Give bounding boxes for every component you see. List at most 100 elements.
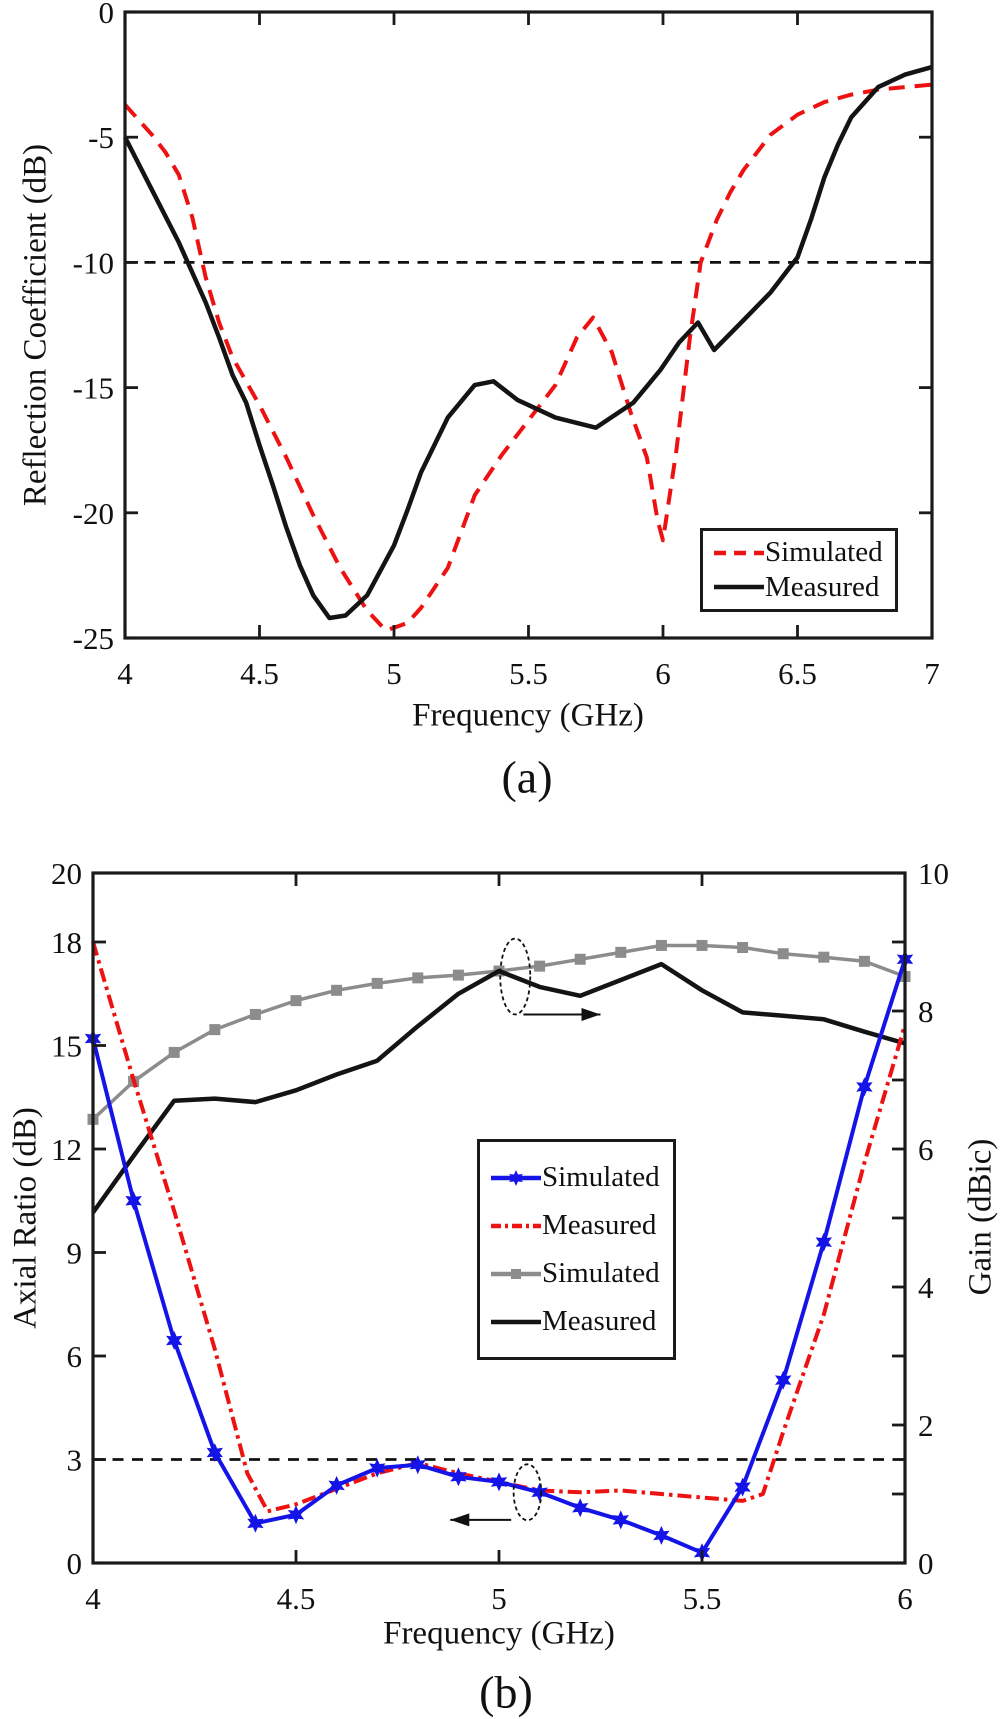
x-tick-label: 5.5 (683, 1581, 722, 1616)
simulated-axial-ratio-star-marker (612, 1510, 629, 1530)
simulated-axial-ratio-star-marker (125, 1191, 142, 1211)
simulated-gain-square-marker (371, 977, 383, 989)
x-tick-label: 5.5 (509, 656, 548, 691)
callout-arrow-head (450, 1513, 470, 1527)
legend-line-sample (491, 1223, 541, 1228)
legend-axial-ratio-gain: Simulated Measured Simulated Measured (477, 1139, 676, 1360)
y-tick-label: 12 (51, 1132, 82, 1167)
y-tick-label: 15 (51, 1029, 82, 1064)
legend-line-sample (491, 1268, 541, 1279)
legend-label: Simulated (542, 1161, 660, 1193)
legend-entry: Measured (490, 1211, 667, 1240)
y-tick-label: -15 (73, 371, 114, 406)
simulated-axial-ratio-star-marker (653, 1525, 670, 1545)
simulated-axial-ratio-star-marker (531, 1482, 548, 1502)
simulated-axial-ratio-star-marker (166, 1331, 183, 1350)
simulated-gain-square-marker (777, 948, 789, 960)
simulated-axial-ratio-star-marker (490, 1472, 508, 1492)
simulated-axial-ratio-star-marker (247, 1513, 264, 1533)
y-tick-label: -5 (88, 120, 114, 155)
simulated-gain-square-marker (696, 939, 708, 951)
legend-line-sample (491, 1319, 541, 1324)
callout-arrow-head (581, 1007, 601, 1021)
right-y-tick-label: 0 (918, 1546, 934, 1581)
y-tick-label: 0 (99, 0, 115, 30)
simulated-axial-ratio-star-marker (287, 1505, 305, 1525)
panel-b-label: (b) (479, 1666, 533, 1718)
simulated-axial-ratio-star-marker (734, 1477, 751, 1497)
simulated-reflection-curve (123, 82, 933, 633)
legend-line-sample (714, 550, 764, 556)
simulated-gain-square-marker (331, 984, 343, 996)
simulated-gain-square-marker (249, 1008, 261, 1020)
callout-ellipse (499, 937, 532, 1016)
simulated-axial-ratio-star-marker (206, 1443, 223, 1463)
legend-entry: Simulated (713, 538, 889, 567)
simulated-axial-ratio-star-marker (369, 1458, 386, 1478)
right-y-tick-label: 4 (918, 1270, 934, 1305)
legend-reflection: Simulated Measured (700, 528, 898, 612)
simulated-gain-square-marker (655, 939, 667, 951)
x-tick-label: 5 (386, 656, 402, 691)
x-tick-label: 4.5 (240, 656, 279, 691)
y-tick-label: -25 (73, 621, 114, 656)
panel-a-label: (a) (501, 751, 553, 803)
gain-y-axis-label: Gain (dBic) (962, 1138, 999, 1296)
y-tick-label: 6 (67, 1339, 83, 1374)
simulated-gain-square-marker (534, 960, 546, 972)
y-tick-label: 18 (51, 925, 82, 960)
simulated-gain-square-marker (209, 1024, 221, 1036)
legend-label: Simulated (765, 536, 883, 569)
y-tick-label: 0 (67, 1546, 83, 1581)
legend-entry: Measured (490, 1307, 667, 1336)
simulated-axial-ratio-star-marker (815, 1232, 832, 1252)
simulated-axial-ratio-star-marker (775, 1370, 792, 1390)
simulated-gain-square-marker (858, 955, 870, 967)
right-y-tick-label: 8 (918, 994, 934, 1029)
x-tick-label: 5 (491, 1581, 507, 1616)
x-tick-label: 7 (924, 656, 940, 691)
callout-ellipse (512, 1463, 543, 1522)
simulated-gain-square-marker (574, 953, 586, 965)
x-tick-label: 6 (897, 1581, 913, 1616)
legend-line-sample (714, 584, 764, 590)
legend-line-sample (491, 1169, 541, 1186)
x-tick-label: 4 (117, 656, 133, 691)
simulated-axial-ratio-star-marker (856, 1077, 873, 1097)
y-tick-label: 20 (51, 856, 82, 891)
legend-entry: Measured (713, 570, 889, 603)
legend-entry: Simulated (490, 1259, 667, 1288)
simulated-axial-ratio-star-marker (409, 1455, 426, 1475)
simulated-gain-square-marker (737, 942, 749, 954)
x-tick-label: 4.5 (277, 1581, 316, 1616)
legend-entry: Simulated (490, 1163, 667, 1192)
simulated-gain-square-marker (615, 946, 627, 958)
simulated-gain-square-marker (818, 951, 830, 963)
simulated-gain-square-marker (168, 1046, 180, 1058)
measured-reflection-curve (122, 64, 933, 621)
x-tick-label: 4 (85, 1581, 101, 1616)
y-tick-label: 3 (67, 1443, 83, 1478)
simulated-axial-ratio-star-marker (572, 1498, 589, 1518)
simulated-gain-square-marker (412, 972, 424, 984)
reflection-y-axis-label: Reflection Coefficient (dB) (17, 143, 54, 507)
legend-label: Simulated (542, 1257, 660, 1289)
axial-ratio-y-axis-label: Axial Ratio (dB) (7, 1107, 44, 1329)
legend-label: Measured (542, 1209, 657, 1241)
right-y-tick-label: 10 (918, 856, 949, 891)
legend-label: Measured (542, 1305, 657, 1337)
y-tick-label: 9 (67, 1236, 83, 1271)
y-tick-label: -10 (73, 245, 114, 280)
simulated-axial-ratio-star-marker (328, 1475, 345, 1495)
legend-label: Measured (765, 570, 880, 603)
x-tick-label: 6 (655, 656, 671, 691)
y-tick-label: -20 (73, 496, 114, 531)
reflection-x-axis-label: Frequency (GHz) (412, 697, 644, 734)
ar-gain-x-axis-label: Frequency (GHz) (383, 1615, 615, 1652)
right-y-tick-label: 2 (918, 1408, 934, 1443)
measured-gain-curve (91, 961, 906, 1214)
right-y-tick-label: 6 (918, 1132, 934, 1167)
simulated-gain-square-marker (290, 995, 302, 1007)
